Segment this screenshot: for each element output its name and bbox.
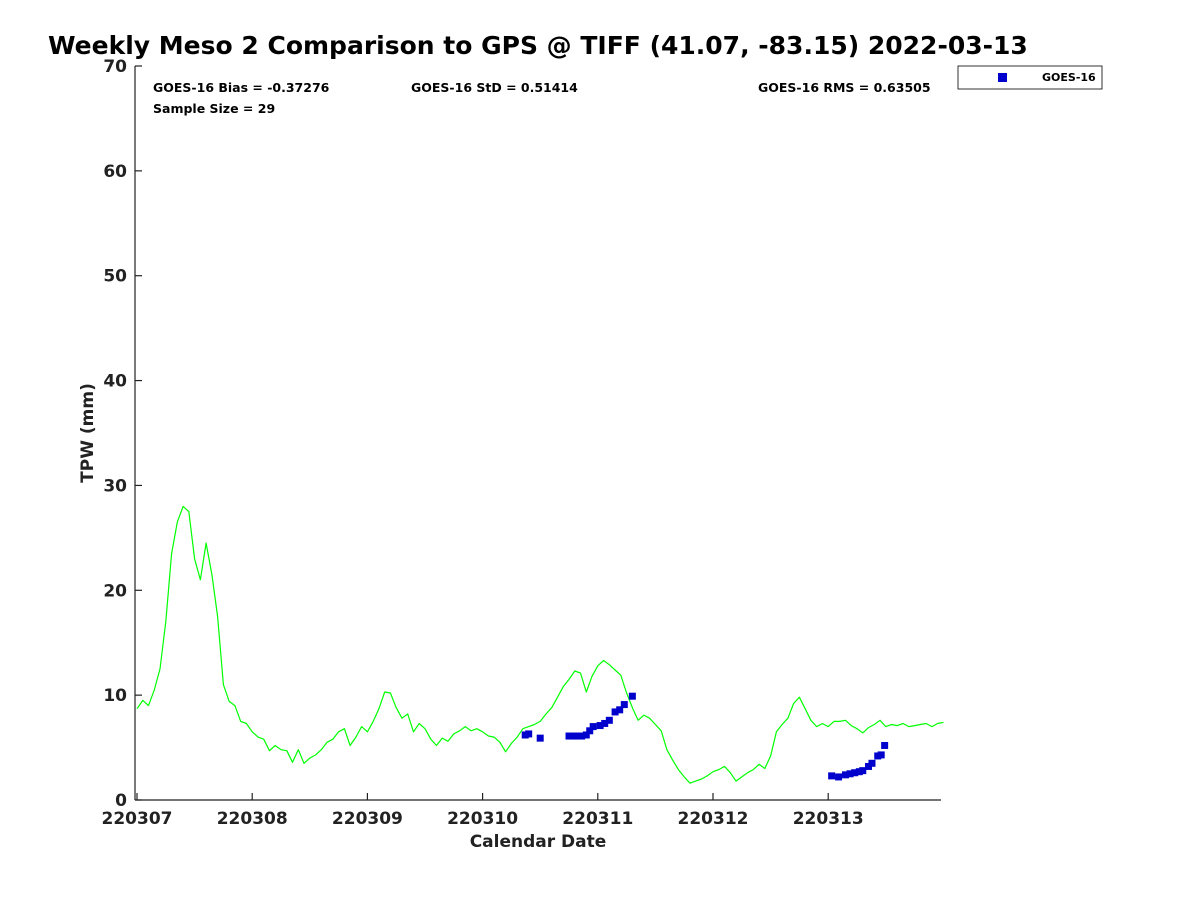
x-tick-label: 220312 — [678, 809, 749, 829]
y-tick-label: 50 — [103, 267, 127, 287]
legend-label-goes16: GOES-16 — [1042, 71, 1096, 84]
y-tick-label: 40 — [103, 372, 127, 392]
x-tick-label: 220313 — [793, 809, 864, 829]
x-axis-label: Calendar Date — [470, 832, 607, 852]
goes16-point — [628, 692, 636, 700]
gps-line — [136, 505, 944, 784]
goes16-point — [601, 719, 609, 727]
x-tick-label: 220308 — [217, 809, 288, 829]
goes16-point — [877, 751, 885, 759]
goes16-point — [616, 706, 624, 714]
gps-line-series — [136, 505, 944, 784]
goes16-point — [620, 701, 628, 709]
legend: GOES-16 — [957, 65, 1103, 90]
goes16-point — [846, 770, 854, 778]
goes16-point — [828, 772, 836, 780]
x-tick-label: 220307 — [102, 809, 173, 829]
goes16-point — [596, 722, 604, 730]
y-tick-label: 0 — [115, 791, 127, 811]
legend-box — [957, 65, 1103, 90]
goes16-point — [859, 767, 867, 775]
goes16-point — [881, 741, 889, 749]
goes16-point — [582, 731, 590, 739]
y-tick-label: 30 — [103, 476, 127, 496]
goes16-point — [578, 732, 586, 740]
chart-title: Weekly Meso 2 Comparison to GPS @ TIFF (… — [48, 31, 1028, 60]
x-axis-ticks: 220307 220308 220309 220310 220311 220312 2203… — [102, 793, 864, 829]
y-axis-ticks: 0 10 20 30 40 50 60 70 — [103, 57, 142, 811]
x-tick-label: 220310 — [447, 809, 518, 829]
sample-size-stat: Sample Size = 29 — [153, 101, 275, 116]
std-stat: GOES-16 StD = 0.51414 — [411, 80, 578, 95]
goes16-point — [589, 723, 597, 731]
y-tick-label: 20 — [103, 581, 127, 601]
y-axis-label: TPW (mm) — [78, 383, 98, 483]
goes16-point — [605, 716, 613, 724]
goes16-point — [536, 734, 544, 742]
goes16-point — [565, 732, 573, 740]
y-tick-label: 60 — [103, 162, 127, 182]
x-tick-label: 220311 — [562, 809, 633, 829]
rms-stat: GOES-16 RMS = 0.63505 — [758, 80, 931, 95]
plot-area — [135, 66, 941, 800]
goes16-point — [611, 708, 619, 716]
goes16-point — [525, 730, 533, 738]
goes16-scatter-series — [521, 692, 889, 781]
goes16-point — [851, 769, 859, 777]
y-tick-label: 70 — [103, 57, 127, 77]
goes16-point — [586, 727, 594, 735]
y-tick-label: 10 — [103, 686, 127, 706]
goes16-point — [868, 759, 876, 767]
goes16-point — [841, 771, 849, 779]
legend-marker-goes16 — [998, 73, 1007, 82]
goes16-point — [573, 732, 581, 740]
goes16-point — [835, 773, 843, 781]
x-tick-label: 220309 — [332, 809, 403, 829]
bias-stat: GOES-16 Bias = -0.37276 — [153, 80, 330, 95]
